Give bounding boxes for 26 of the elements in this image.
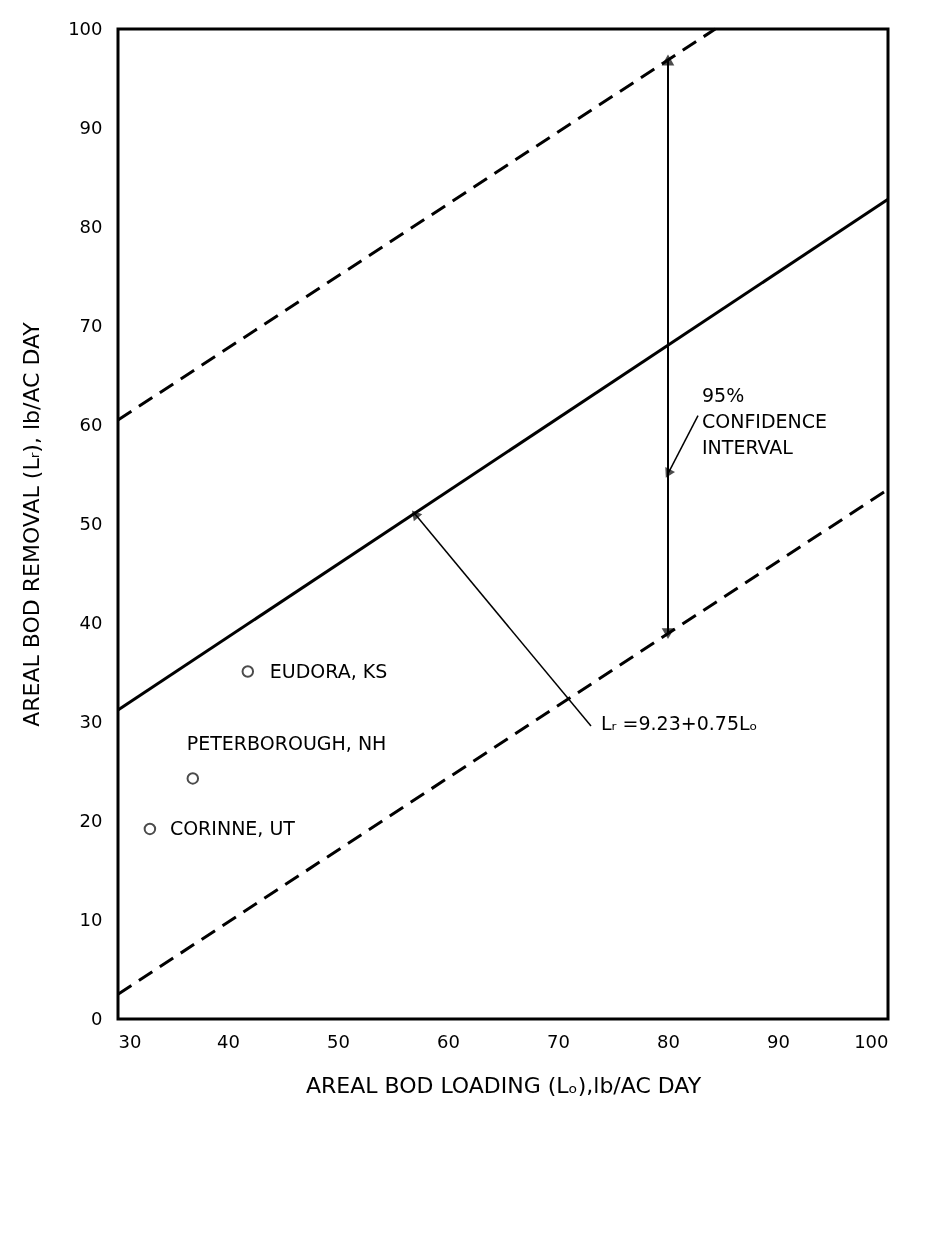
x-tick-label: 70 bbox=[547, 1030, 570, 1052]
y-tick-label: 40 bbox=[79, 611, 103, 633]
y-tick-label: 30 bbox=[79, 710, 103, 732]
x-tick-label: 100 bbox=[854, 1030, 889, 1052]
y-tick-label: 100 bbox=[68, 17, 103, 39]
annotation: EUDORA, KS bbox=[269, 659, 388, 682]
x-tick-label: 40 bbox=[217, 1030, 240, 1052]
x-tick-label: 90 bbox=[767, 1030, 790, 1052]
y-tick-label: 70 bbox=[79, 314, 103, 336]
y-tick-label: 10 bbox=[79, 908, 103, 930]
y-tick-label: 80 bbox=[79, 215, 103, 237]
annotation: CORINNE, UT bbox=[169, 816, 296, 839]
annotation: PETERBOROUGH, NH bbox=[186, 732, 387, 755]
annotation: Lᵣ =9.23+0.75Lₒ bbox=[601, 712, 758, 735]
x-tick-label: 30 bbox=[118, 1030, 142, 1052]
y-axis-title: AREAL BOD REMOVAL (Lᵣ), lb/AC DAY bbox=[19, 321, 45, 727]
x-tick-label: 80 bbox=[657, 1030, 680, 1052]
y-tick-label: 60 bbox=[79, 413, 103, 435]
x-tick-label: 60 bbox=[437, 1030, 460, 1052]
y-tick-label: 20 bbox=[79, 809, 103, 831]
annotation: 95% CONFIDENCE INTERVAL bbox=[702, 383, 828, 458]
y-tick-label: 0 bbox=[91, 1007, 103, 1029]
x-axis-title: AREAL BOD LOADING (Lₒ),lb/AC DAY bbox=[305, 1072, 702, 1098]
y-tick-label: 50 bbox=[79, 512, 103, 534]
y-tick-label: 90 bbox=[79, 116, 103, 138]
x-tick-label: 50 bbox=[327, 1030, 350, 1052]
